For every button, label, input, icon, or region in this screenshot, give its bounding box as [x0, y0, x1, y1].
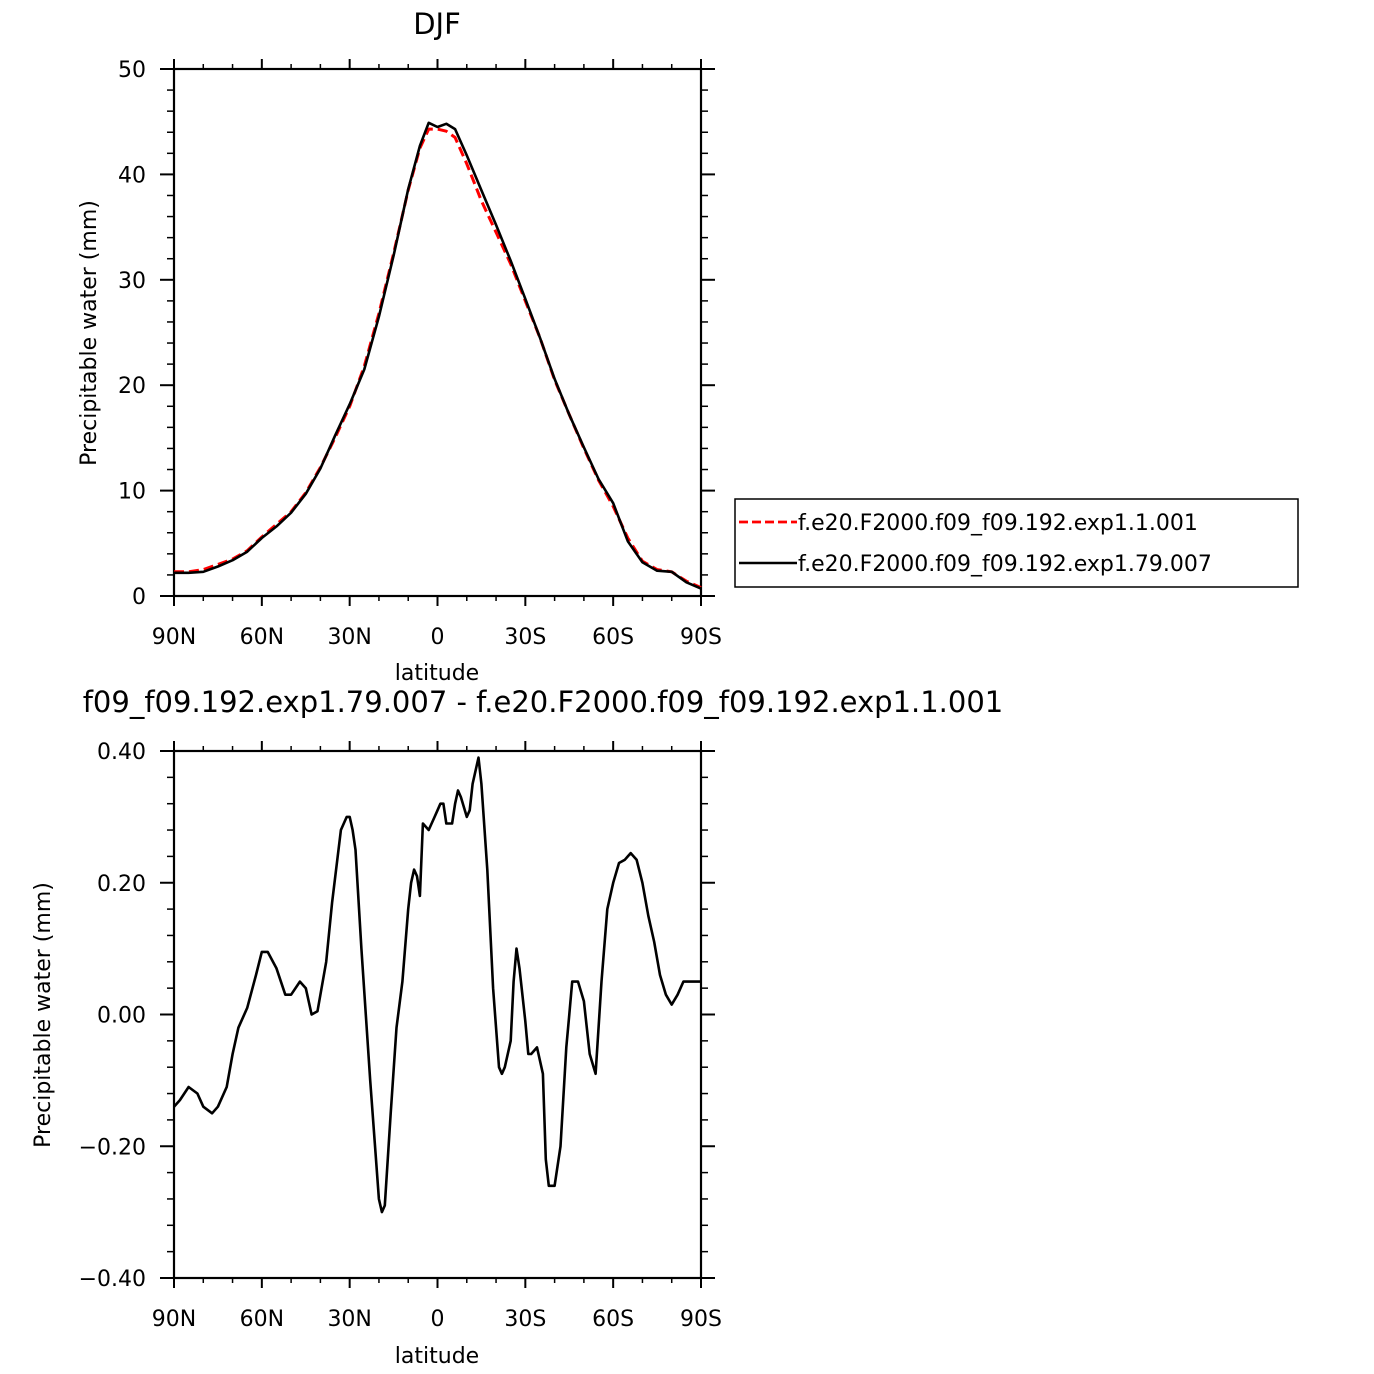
top-chart-axes: 90N 60N 30N 0 30S 60S 90S 0 10 20 30 40 50 [118, 58, 722, 650]
y-tick-label: 20 [118, 374, 146, 399]
series-line-1 [173, 756, 701, 1214]
top-chart-plot-frame [172, 67, 703, 598]
x-tick-label: 60S [592, 625, 634, 650]
bottom-chart-x-axis-label: latitude [395, 1344, 479, 1369]
legend-label-1: f.e20.F2000.f09_f09.192.exp1.1.001 [798, 511, 1198, 536]
top-chart-title: DJF [413, 7, 461, 41]
x-tick-label: 90S [680, 625, 722, 650]
x-tick-label: 90N [152, 1307, 196, 1332]
top-chart: DJF 90N 60N 30N 0 30S 60S 90S 0 10 20 30 40 50 latit… [77, 7, 1299, 686]
y-tick-label: 0.00 [97, 1004, 146, 1029]
y-tick-label: 10 [118, 480, 146, 505]
y-tick-label: 0.20 [97, 872, 146, 897]
top-chart-lines [174, 121, 702, 590]
x-tick-label: 60N [240, 1307, 284, 1332]
x-tick-label: 30S [504, 625, 546, 650]
y-tick-label: 0 [132, 585, 146, 610]
x-tick-label: 30S [504, 1307, 546, 1332]
y-tick-label: −0.20 [79, 1135, 146, 1160]
x-tick-label: 0 [431, 625, 445, 650]
bottom-chart-axes: 90N 60N 30N 0 30S 60S 90S 0.40 0.20 0.00 −0.20 −0.4… [79, 740, 722, 1332]
bottom-chart: f09_f09.192.exp1.79.007 - f.e20.F2000.f0… [31, 685, 1003, 1369]
x-tick-label: 90S [680, 1307, 722, 1332]
y-tick-label: 40 [118, 163, 146, 188]
x-tick-label: 90N [152, 625, 196, 650]
x-tick-label: 30N [327, 625, 371, 650]
top-chart-y-axis-label: Precipitable water (mm) [77, 200, 102, 466]
bottom-chart-y-axis-label: Precipitable water (mm) [31, 882, 56, 1148]
x-tick-label: 60N [240, 625, 284, 650]
bottom-chart-plot-frame [172, 749, 703, 1280]
bottom-chart-title: f09_f09.192.exp1.79.007 - f.e20.F2000.f0… [83, 685, 1004, 719]
bottom-chart-lines [173, 756, 701, 1214]
top-chart-x-axis-label: latitude [395, 661, 479, 686]
legend-box [734, 498, 1299, 588]
series-line-2 [174, 121, 702, 590]
x-tick-label: 0 [431, 1307, 445, 1332]
x-tick-label: 30N [327, 1307, 371, 1332]
y-tick-label: 30 [118, 269, 146, 294]
y-tick-label: 0.40 [97, 740, 146, 765]
legend-label-2: f.e20.F2000.f09_f09.192.exp1.79.007 [798, 552, 1212, 577]
y-tick-label: −0.40 [79, 1267, 146, 1292]
legend: f.e20.F2000.f09_f09.192.exp1.1.001 f.e20… [734, 498, 1299, 588]
series-line-1 [174, 127, 702, 589]
y-tick-label: 50 [118, 58, 146, 83]
x-tick-label: 60S [592, 1307, 634, 1332]
